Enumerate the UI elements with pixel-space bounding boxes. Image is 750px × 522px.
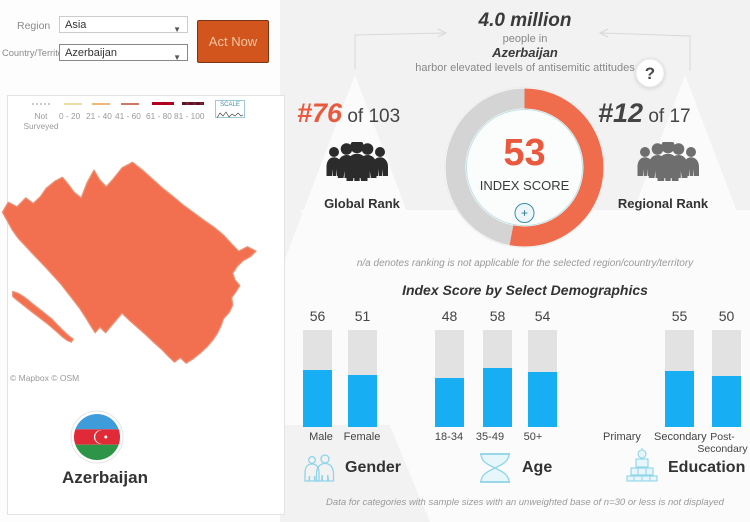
- svg-text:?: ?: [645, 64, 655, 83]
- svg-text:+: +: [521, 206, 528, 220]
- svg-text:INDEX SCORE: INDEX SCORE: [480, 178, 570, 193]
- svg-text:53: 53: [503, 132, 545, 174]
